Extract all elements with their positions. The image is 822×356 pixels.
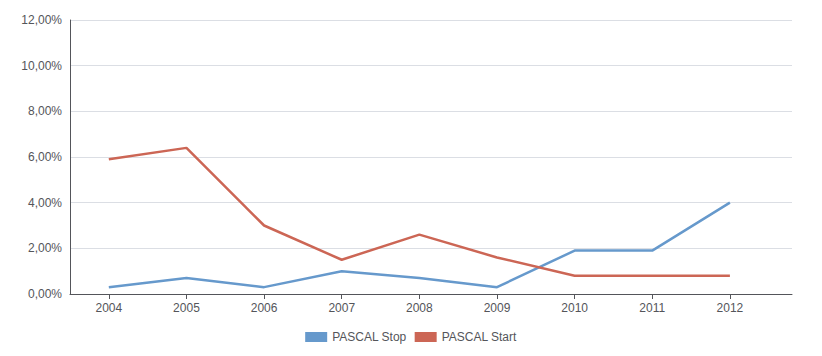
svg-text:2011: 2011 <box>639 301 665 315</box>
svg-text:0,00%: 0,00% <box>28 287 62 301</box>
svg-text:6,00%: 6,00% <box>28 150 62 164</box>
svg-text:2,00%: 2,00% <box>28 241 62 255</box>
svg-text:2010: 2010 <box>561 301 588 315</box>
svg-text:PASCAL Stop: PASCAL Stop <box>332 330 406 344</box>
svg-text:12,00%: 12,00% <box>21 13 62 27</box>
svg-text:2005: 2005 <box>173 301 200 315</box>
svg-text:2004: 2004 <box>95 301 122 315</box>
svg-text:8,00%: 8,00% <box>28 104 62 118</box>
svg-text:4,00%: 4,00% <box>28 196 62 210</box>
svg-text:PASCAL Start: PASCAL Start <box>442 330 517 344</box>
svg-text:2012: 2012 <box>717 301 744 315</box>
svg-text:2007: 2007 <box>328 301 355 315</box>
svg-text:2008: 2008 <box>406 301 433 315</box>
svg-text:2006: 2006 <box>251 301 278 315</box>
svg-text:10,00%: 10,00% <box>21 59 62 73</box>
svg-text:2009: 2009 <box>484 301 511 315</box>
